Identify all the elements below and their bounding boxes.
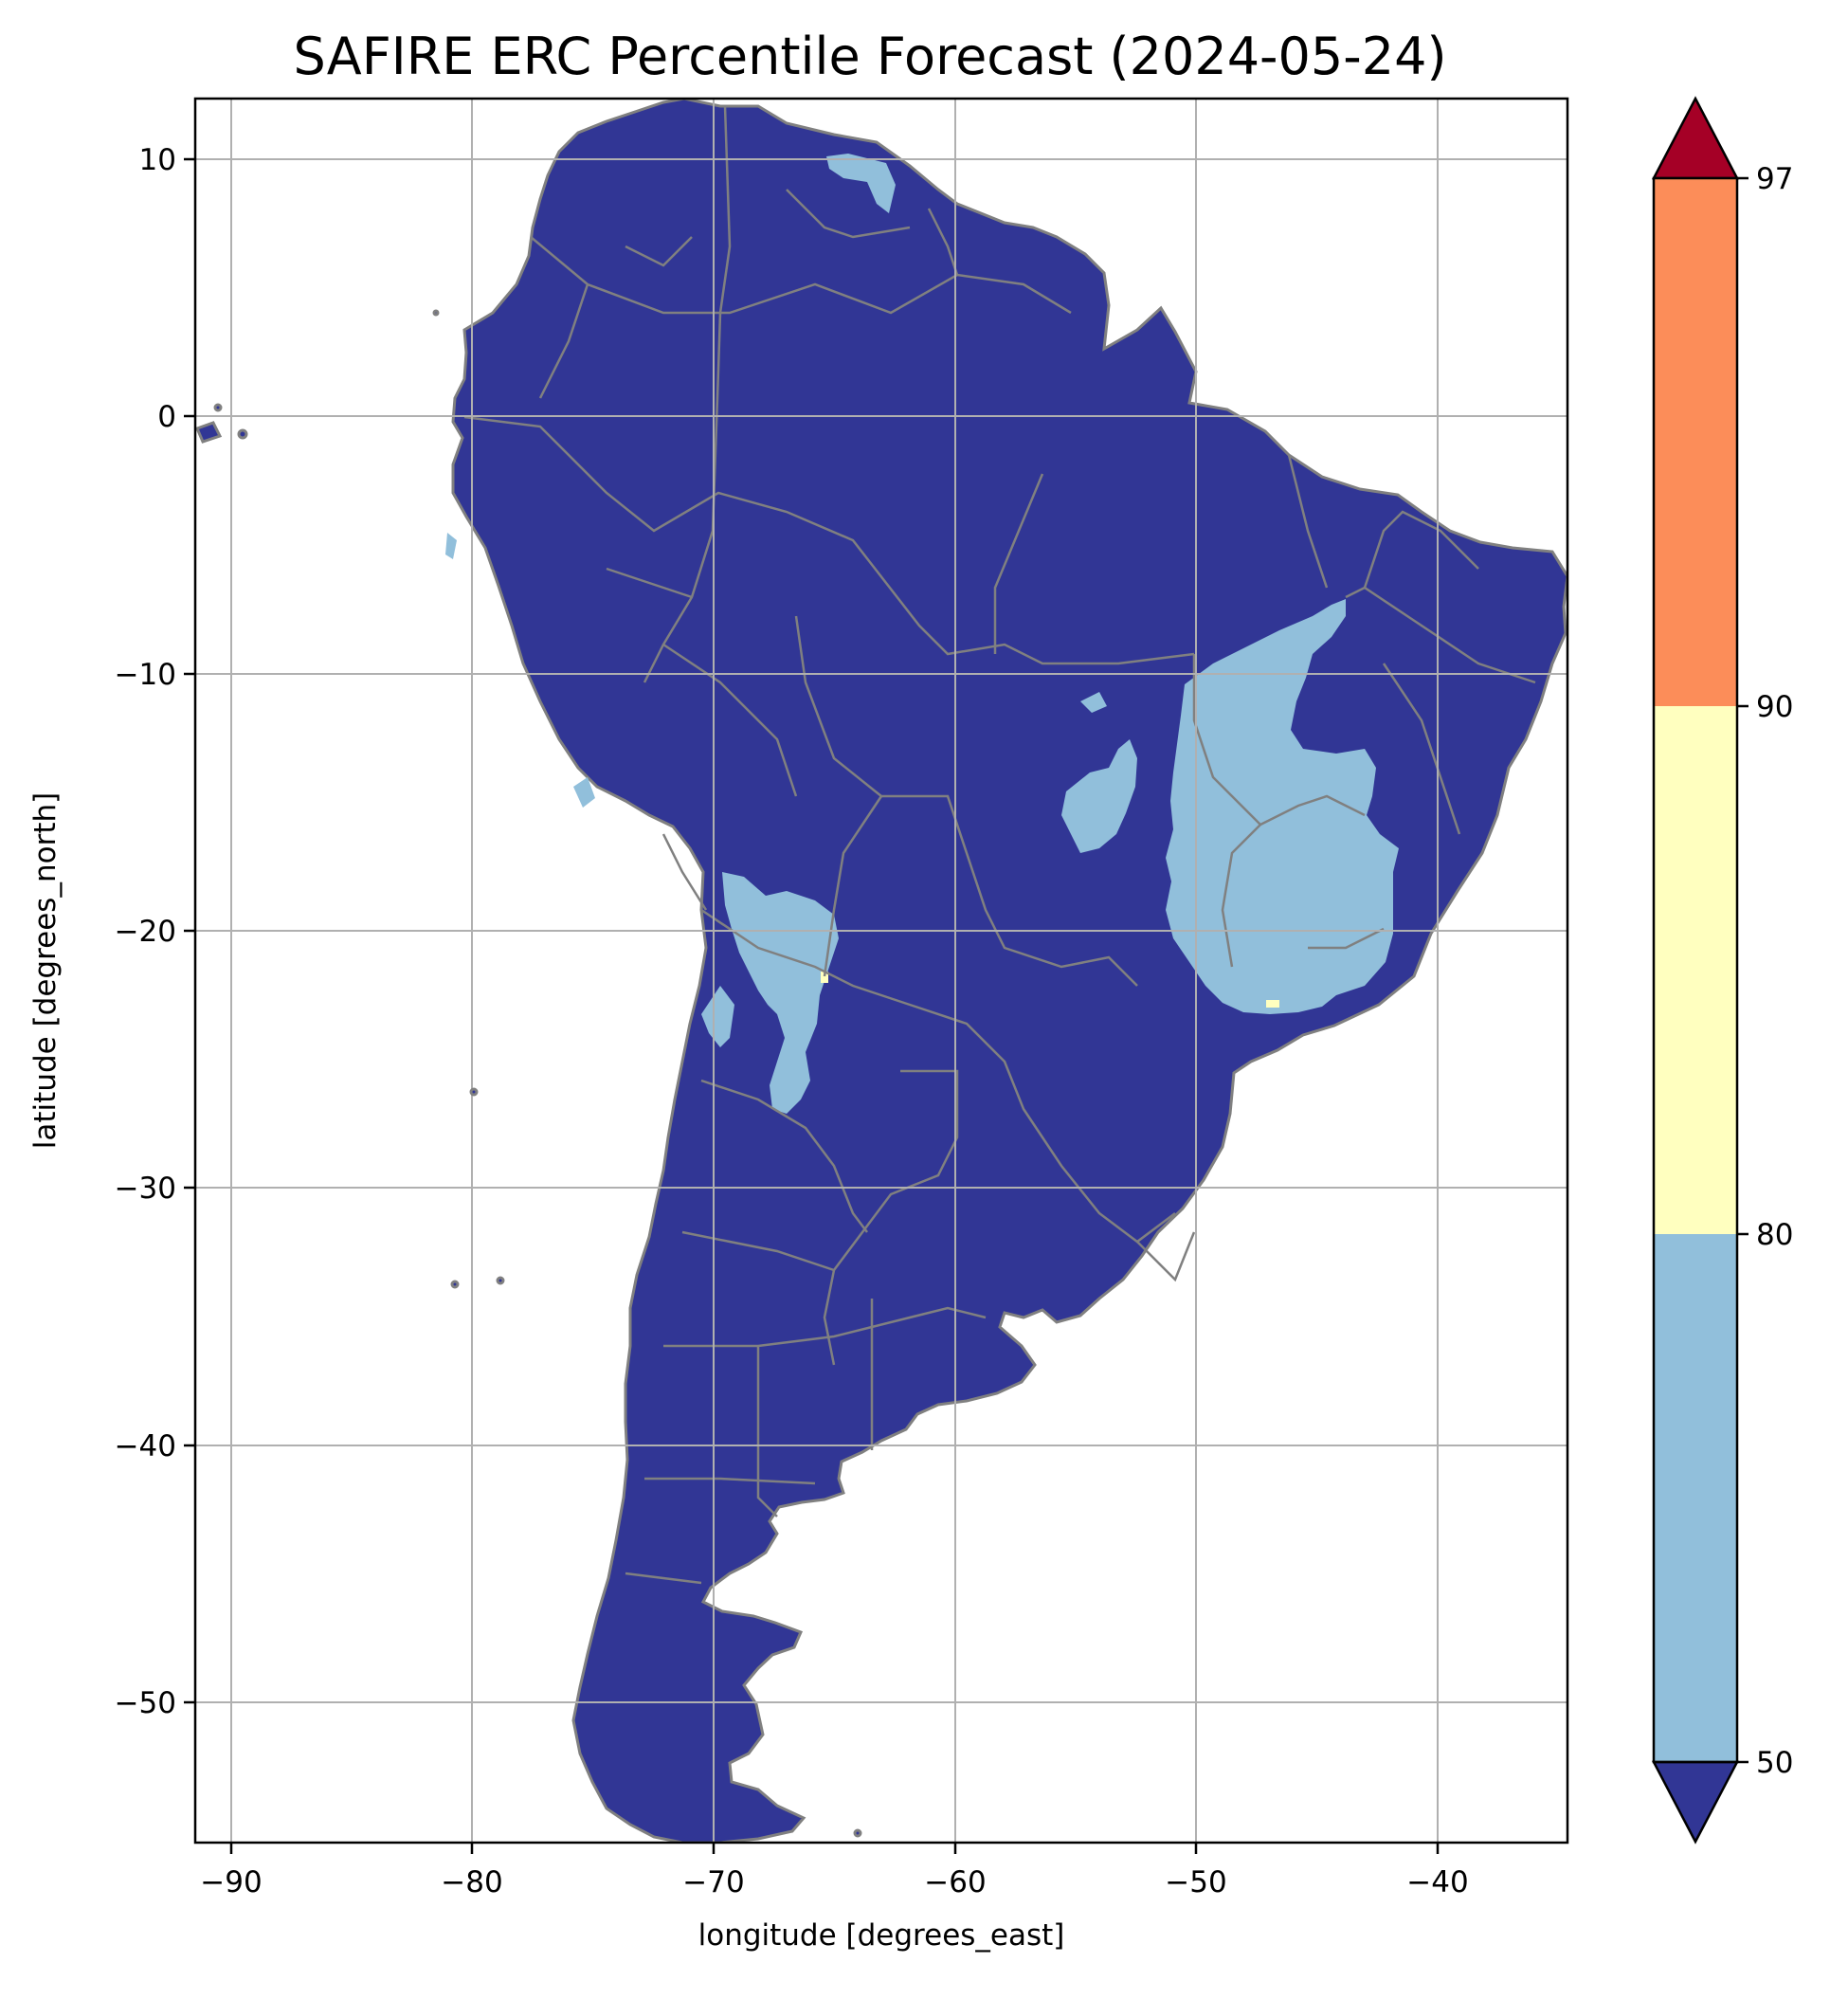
colorbar: 97 90 80 50 bbox=[1651, 96, 1793, 1845]
x-axis-label: longitude [degrees_east] bbox=[698, 1918, 1065, 1953]
colorbar-band-90-97 bbox=[1654, 178, 1737, 706]
x-tick-label: −50 bbox=[1165, 1865, 1226, 1899]
high-percentile-areas bbox=[821, 972, 1279, 1008]
chart-title: SAFIRE ERC Percentile Forecast (2024-05-… bbox=[293, 27, 1446, 86]
colorbar-tick-label: 90 bbox=[1756, 690, 1793, 724]
colorbar-tick-label: 80 bbox=[1756, 1218, 1793, 1252]
colorbar-tick-label: 50 bbox=[1756, 1746, 1793, 1780]
administrative-borders bbox=[463, 105, 1536, 1585]
colorbar-extend-above bbox=[1651, 96, 1740, 180]
y-tick-label: 10 bbox=[139, 143, 176, 177]
map-plot-area bbox=[193, 97, 1569, 1845]
y-tick-label: −50 bbox=[115, 1686, 176, 1720]
gridlines bbox=[195, 99, 1567, 1843]
y-axis-label: latitude [degrees_north] bbox=[28, 792, 63, 1149]
colorbar-extend-below bbox=[1651, 1760, 1740, 1845]
x-tick-label: −90 bbox=[200, 1865, 262, 1899]
colorbar-band-50-80 bbox=[1654, 1234, 1737, 1762]
y-tick-label: −20 bbox=[115, 915, 176, 949]
colorbar-band-80-90 bbox=[1654, 706, 1737, 1234]
x-tick-label: −60 bbox=[924, 1865, 986, 1899]
colorbar-tick-label: 97 bbox=[1756, 162, 1793, 196]
y-tick-label: −30 bbox=[115, 1172, 176, 1206]
x-tick-label: −80 bbox=[441, 1865, 502, 1899]
south-america-landmass bbox=[451, 99, 1567, 1843]
x-tick-label: −70 bbox=[682, 1865, 744, 1899]
islands bbox=[195, 309, 862, 1838]
y-tick-label: −40 bbox=[115, 1429, 176, 1463]
y-axis: 10 0 −10 −20 −30 −40 −50 latitude [degre… bbox=[28, 143, 195, 1720]
y-tick-label: −10 bbox=[115, 658, 176, 692]
x-tick-label: −40 bbox=[1406, 1865, 1468, 1899]
elevated-percentile-areas bbox=[445, 154, 1399, 1114]
y-tick-label: 0 bbox=[157, 400, 176, 434]
x-axis: −90 −80 −70 −60 −50 −40 longitude [degre… bbox=[200, 1843, 1469, 1953]
